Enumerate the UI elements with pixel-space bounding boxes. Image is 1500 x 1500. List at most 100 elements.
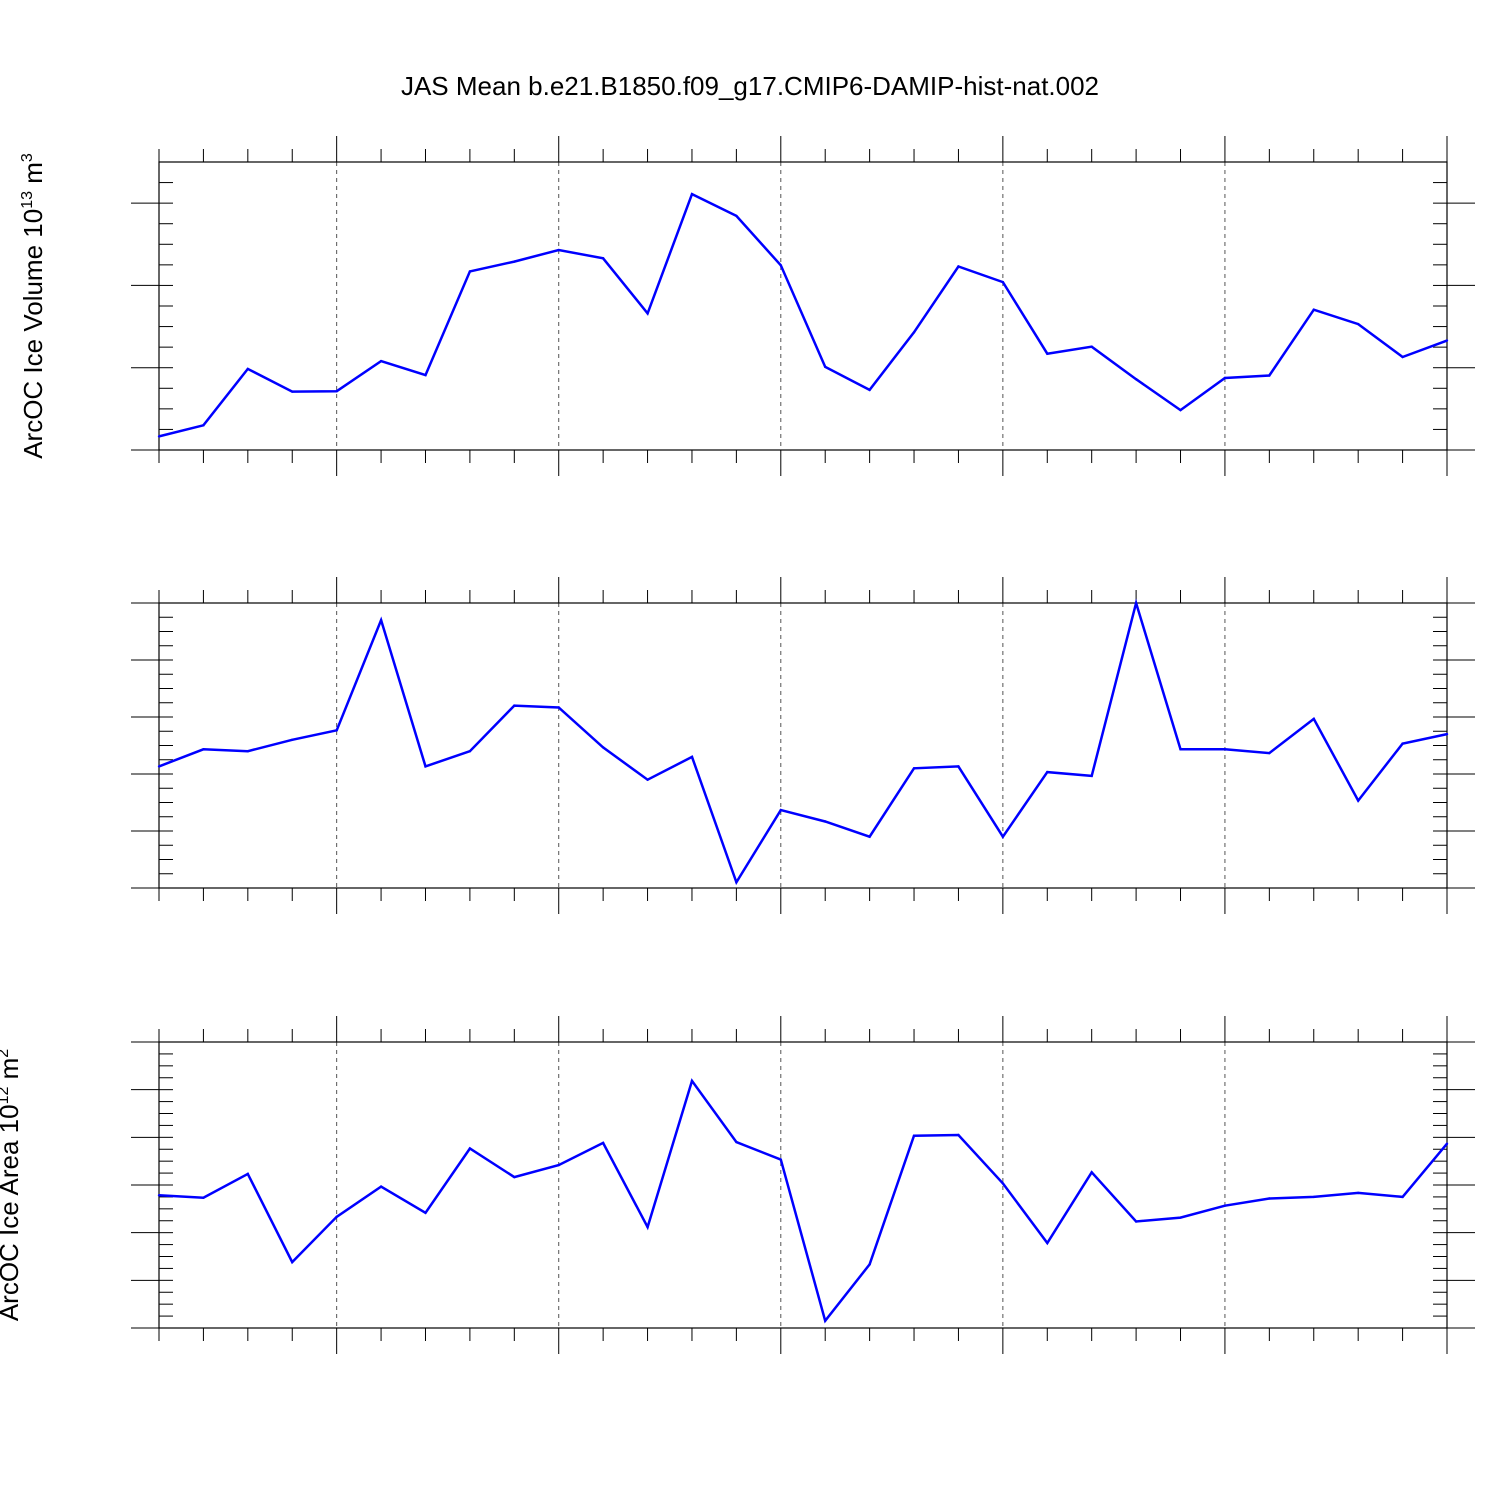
data-point: [601, 257, 605, 260]
chart-panel-2: [131, 577, 1475, 914]
data-point: [468, 270, 472, 273]
data-point: [912, 1134, 916, 1137]
data-point: [291, 390, 294, 393]
data-point: [335, 729, 338, 732]
data-point: [690, 192, 694, 196]
series-line: [158, 1078, 1448, 1324]
data-point: [513, 260, 516, 263]
data-point: [1001, 835, 1005, 838]
data-point: [1223, 748, 1227, 751]
data-point: [1179, 408, 1182, 412]
data-point: [335, 1215, 338, 1218]
data-point: [557, 706, 560, 709]
data-point: [291, 738, 294, 741]
data-point: [379, 618, 383, 622]
series-line: [158, 598, 1448, 886]
data-point: [246, 367, 250, 371]
data-point: [1134, 378, 1138, 381]
data-point: [779, 1158, 782, 1161]
data-point: [513, 704, 516, 707]
data-point: [824, 365, 827, 369]
data-point: [291, 1260, 294, 1264]
data-point: [1445, 1142, 1449, 1145]
data-point: [1401, 1195, 1404, 1199]
data-point: [868, 388, 871, 392]
data-point: [379, 359, 383, 363]
data-point: [646, 312, 649, 315]
data-point: [1445, 732, 1449, 736]
data-point: [1401, 355, 1404, 359]
y-axis-label-exponent: 12: [0, 1087, 12, 1105]
y-axis-label-unit: m: [18, 162, 48, 191]
data-point: [824, 820, 827, 823]
data-point: [690, 1079, 694, 1083]
data-point: [957, 1133, 960, 1137]
data-point: [601, 746, 605, 749]
data-point: [468, 750, 472, 753]
data-point: [379, 1185, 383, 1188]
y-axis-label-unit-exponent: 2: [0, 1049, 12, 1058]
data-point: [1090, 1171, 1093, 1174]
chart-panel-1: ArcOC Ice Volume 1013 m3: [18, 136, 1475, 476]
data-point: [779, 264, 782, 267]
data-point: [1134, 601, 1138, 605]
plot-frame: [158, 1041, 1448, 1329]
data-point: [424, 373, 427, 377]
data-point: [868, 835, 871, 838]
data-point: [157, 1194, 161, 1197]
data-point: [1001, 1182, 1005, 1185]
data-point: [1312, 717, 1315, 721]
data-point: [202, 424, 205, 427]
data-point: [1090, 774, 1093, 778]
data-point: [735, 881, 738, 884]
data-point: [1179, 1216, 1182, 1219]
data-point: [424, 765, 427, 768]
y-axis-label: ArcOC Ice Area 1012 m2: [0, 1049, 24, 1321]
data-point: [1312, 1195, 1315, 1199]
data-point: [957, 765, 960, 768]
data-point: [202, 748, 205, 751]
data-point: [1356, 322, 1360, 326]
data-point: [1046, 1241, 1049, 1245]
data-point: [690, 755, 694, 759]
plot-frame: [158, 602, 1448, 889]
data-point: [1046, 352, 1049, 355]
chart-title: JAS Mean b.e21.B1850.f09_g17.CMIP6-DAMIP…: [401, 71, 1099, 101]
data-point: [557, 1163, 560, 1167]
data-point: [246, 750, 250, 753]
data-point: [735, 214, 738, 218]
data-point: [1401, 742, 1404, 745]
data-point: [1268, 751, 1271, 755]
data-point: [1223, 376, 1227, 380]
panels: ArcOC Ice Volume 1013 m3 ArcOC Ice Area 1…: [0, 136, 1475, 1354]
y-axis-label: ArcOC Ice Volume 1013 m3: [18, 153, 48, 459]
data-point: [1268, 374, 1271, 377]
data-point: [1356, 1191, 1360, 1195]
plot-frame: [158, 161, 1448, 451]
y-axis-label-unit: m: [0, 1058, 24, 1087]
data-point: [1001, 280, 1005, 284]
data-point: [202, 1196, 205, 1199]
data-point: [601, 1141, 605, 1145]
data-point: [1312, 308, 1315, 311]
data-point: [157, 765, 161, 768]
data-point: [335, 389, 338, 393]
data-point: [912, 331, 916, 334]
data-point: [779, 808, 782, 812]
data-point: [246, 1172, 250, 1176]
data-point: [1134, 1220, 1138, 1223]
data-point: [912, 767, 916, 770]
data-point: [1046, 770, 1049, 774]
data-point: [557, 248, 560, 252]
data-point: [1223, 1204, 1227, 1207]
data-point: [824, 1319, 827, 1323]
data-point: [1090, 345, 1093, 348]
y-axis-label-text: ArcOC Ice Area 10: [0, 1104, 24, 1321]
data-point: [1356, 799, 1360, 802]
data-point: [1268, 1197, 1271, 1200]
data-point: [157, 435, 161, 438]
data-point: [868, 1263, 871, 1266]
data-point: [646, 1225, 649, 1229]
y-axis-label-text: ArcOC Ice Volume 10: [18, 209, 48, 459]
